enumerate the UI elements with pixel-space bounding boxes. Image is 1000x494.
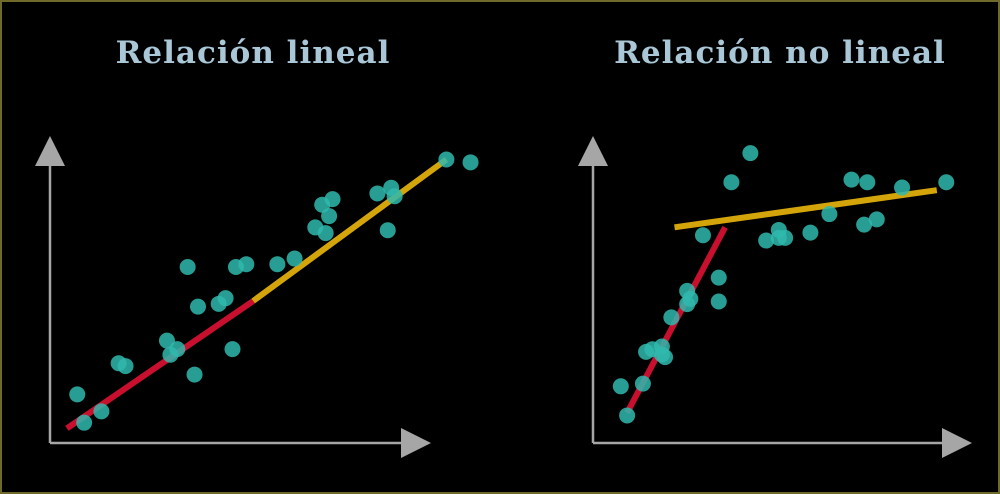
data-point	[742, 145, 759, 162]
data-point	[179, 259, 196, 276]
data-point	[894, 179, 911, 196]
data-point	[379, 222, 396, 239]
data-point	[694, 227, 711, 244]
data-point	[369, 185, 386, 202]
data-points-nonlinear	[612, 145, 955, 424]
data-point	[802, 224, 819, 241]
trend-line-tramo-amarillo	[674, 187, 938, 231]
data-point	[217, 290, 234, 307]
data-point	[612, 378, 629, 395]
data-point	[634, 375, 651, 392]
data-point	[76, 414, 93, 431]
chart-title-nonlinear: Relación no lineal	[614, 35, 946, 71]
data-point	[438, 151, 455, 168]
data-point	[462, 154, 479, 171]
data-point	[723, 174, 740, 191]
data-point	[710, 293, 727, 310]
data-point	[224, 341, 241, 358]
data-point	[190, 298, 206, 315]
data-point	[93, 403, 110, 420]
nonlinear-relationship-chart: Relación no lineal	[578, 35, 972, 458]
data-point	[619, 407, 636, 424]
data-point	[186, 366, 203, 383]
data-point	[821, 206, 838, 223]
data-point	[663, 309, 680, 326]
data-point	[856, 216, 873, 233]
data-point	[710, 269, 727, 286]
data-point	[321, 208, 338, 225]
data-point	[657, 349, 674, 366]
data-point	[269, 256, 286, 273]
data-points-linear	[69, 151, 479, 431]
data-point	[682, 290, 699, 307]
data-point	[938, 174, 955, 191]
linear-relationship-chart: Relación lineal	[35, 35, 479, 458]
trend-line-tramo-amarillo	[251, 157, 449, 304]
data-point	[69, 386, 86, 403]
data-point	[868, 211, 885, 228]
data-point	[777, 229, 794, 246]
data-point	[758, 232, 775, 249]
data-point	[386, 188, 403, 205]
data-point	[238, 256, 255, 273]
data-point	[859, 174, 876, 191]
data-point	[317, 225, 334, 242]
data-point	[286, 250, 303, 267]
axes-nonlinear	[578, 136, 972, 458]
chart-title-linear: Relación lineal	[116, 35, 391, 71]
data-point	[169, 341, 186, 358]
data-point	[843, 171, 860, 188]
data-point	[324, 191, 341, 208]
axes-linear	[35, 136, 431, 458]
data-point	[117, 358, 134, 375]
